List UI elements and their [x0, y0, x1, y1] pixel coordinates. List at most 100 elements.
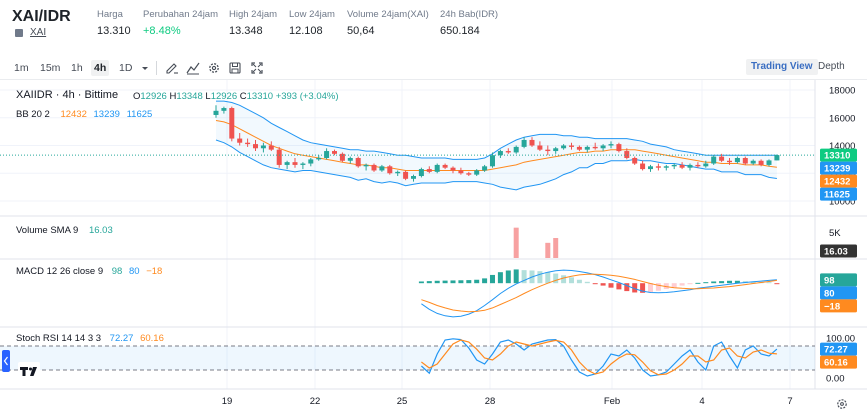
collapse-left-icon[interactable] — [2, 350, 10, 372]
price-badge: 13239 — [824, 164, 850, 175]
candle-body — [363, 164, 369, 167]
candle-body — [616, 144, 622, 152]
stat-high: High 24jam 13.348 — [229, 9, 277, 37]
candle-body — [505, 151, 511, 153]
candle-body — [766, 160, 772, 165]
macd-histogram-bar — [513, 269, 519, 284]
macd-badge-bg — [820, 299, 857, 313]
macd-histogram-bar — [576, 279, 582, 284]
candle-body — [774, 155, 780, 161]
macd-histogram-bar — [466, 280, 472, 284]
candle-body — [687, 164, 693, 168]
volume-tick-label: 5K — [829, 228, 841, 239]
draw-icon[interactable] — [165, 61, 179, 75]
candle-body — [260, 145, 266, 149]
coin-icon — [15, 29, 23, 37]
stoch-legend: Stoch RSI 14 14 3 3 72.27 60.16 — [16, 333, 164, 344]
candle-body — [434, 164, 440, 172]
candle-body — [640, 163, 646, 170]
price-tick-label: 18000 — [829, 86, 855, 97]
price-badge: 12432 — [824, 177, 850, 188]
macd-badge: −18 — [824, 301, 840, 312]
chart-toolbar: 1m 15m 1h 4h 1D Trading View Depth — [0, 54, 867, 80]
market-header: XAI/IDR XAI Harga 13.310 Perubahan 24jam… — [0, 0, 867, 48]
volume-bars — [513, 227, 559, 258]
macd-badge-bg — [820, 273, 857, 287]
candle-body — [655, 166, 661, 168]
trading-view-tab[interactable]: Trading View — [746, 59, 818, 75]
bb-lower-value: 11625 — [127, 109, 153, 120]
macd-histogram-bar — [655, 283, 661, 291]
candle-body — [387, 166, 393, 174]
candle-body — [608, 144, 614, 146]
fullscreen-icon[interactable] — [250, 61, 264, 75]
stat-label: Perubahan 24jam — [143, 9, 218, 20]
timeframe-1m[interactable]: 1m — [14, 62, 29, 74]
stoch-tick-label: 100.00 — [826, 334, 855, 345]
candle-body — [711, 156, 717, 164]
macd-signal-line — [421, 273, 777, 313]
macd-line — [421, 269, 777, 318]
stat-value: +8.48% — [143, 25, 181, 37]
candle-body — [458, 170, 464, 174]
macd-histogram-bar — [766, 282, 772, 284]
macd-histogram-bar — [442, 280, 448, 284]
stat-label: 24h Bab(IDR) — [440, 9, 499, 20]
indicator-icon[interactable] — [186, 61, 200, 75]
macd-badge-bg — [820, 286, 857, 300]
stat-volume: Volume 24jam(XAI) 50,64 — [347, 9, 429, 37]
chart-settings-icon[interactable] — [837, 399, 847, 409]
macd-hist-value: −18 — [146, 266, 162, 277]
macd-histogram-bar — [553, 273, 559, 284]
price-chart[interactable]: 18000160001400012000100005K100.000.00 13… — [0, 80, 867, 419]
macd-indicator — [418, 269, 780, 318]
time-label: 19 — [222, 396, 233, 407]
macd-histogram-bar — [616, 283, 622, 290]
settings-icon[interactable] — [207, 61, 221, 75]
stoch-badge-bg — [820, 342, 857, 356]
macd-histogram-bar — [418, 281, 424, 284]
candle-body — [490, 155, 495, 167]
candle-body — [576, 146, 582, 150]
volume-bar — [513, 227, 519, 258]
depth-tab[interactable]: Depth — [818, 61, 845, 72]
candle-body — [537, 145, 543, 150]
volume-legend: Volume SMA 9 16.03 — [16, 225, 113, 236]
volume-badge: 16.03 — [824, 247, 848, 258]
price-tick-label: 16000 — [829, 113, 855, 124]
panel-separators — [0, 80, 867, 390]
candle-body — [734, 157, 740, 163]
candle-body — [324, 151, 330, 158]
toolbar-divider — [156, 61, 157, 75]
base-asset-link[interactable]: XAI — [30, 27, 47, 38]
save-icon[interactable] — [228, 61, 242, 75]
candle-body — [300, 163, 306, 165]
candle-body — [253, 144, 258, 149]
bb-basis-value: 12432 — [60, 109, 86, 120]
macd-histogram-bar — [490, 274, 495, 284]
pair-title: XAI/IDR — [12, 8, 71, 25]
price-badge-bg — [820, 161, 857, 175]
timeframe-4h[interactable]: 4h — [91, 60, 110, 76]
candle-body — [758, 160, 764, 165]
volume-sma-name: Volume SMA 9 — [16, 225, 78, 236]
macd-histogram-bar — [648, 283, 653, 293]
macd-histogram-bar — [458, 280, 464, 284]
candle-body — [624, 151, 630, 158]
chevron-down-icon[interactable] — [138, 61, 152, 75]
timeframe-1d[interactable]: 1D — [119, 62, 133, 74]
volume-bar — [553, 238, 559, 258]
candle-body — [679, 164, 685, 168]
macd-histogram-bar — [711, 281, 717, 284]
candle-body — [395, 171, 401, 174]
timeframe-1h[interactable]: 1h — [71, 62, 83, 74]
timeframe-15m[interactable]: 15m — [40, 62, 61, 74]
candle-body — [742, 157, 748, 164]
candle-body — [339, 153, 345, 161]
candle-body — [529, 139, 535, 146]
candle-body — [545, 149, 551, 152]
macd-histogram-bar — [482, 278, 488, 284]
macd-name: MACD 12 26 close 9 — [16, 266, 103, 277]
time-label: 4 — [699, 396, 704, 407]
macd-histogram-bar — [561, 275, 567, 284]
